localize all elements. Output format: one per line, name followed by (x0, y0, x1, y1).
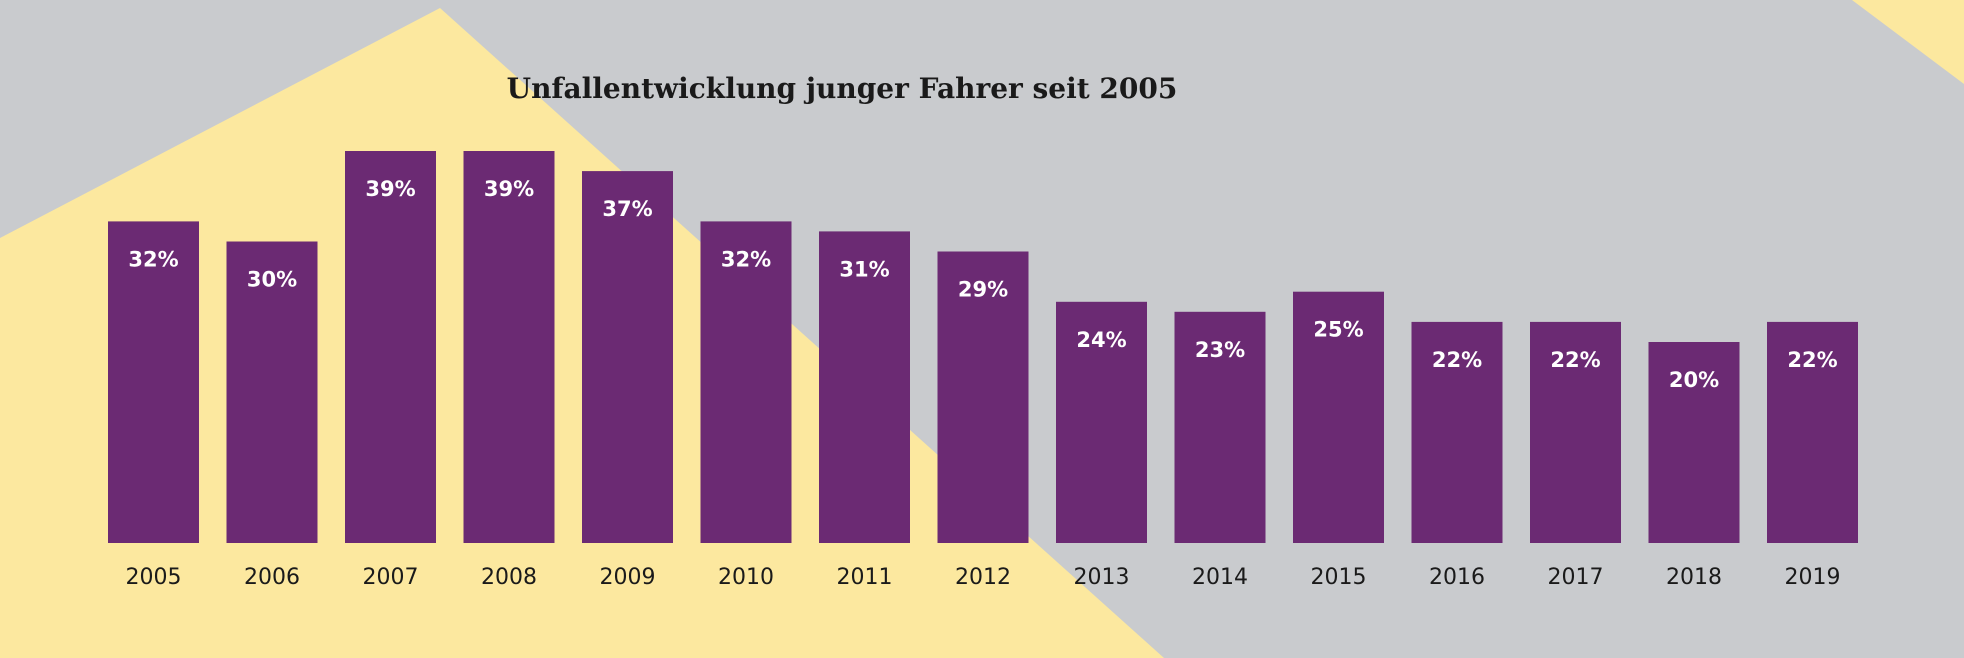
bar-2018 (1648, 342, 1740, 543)
x-tick-2016: 2016 (1429, 565, 1485, 590)
bar-2006 (226, 241, 318, 543)
data-label-2012: 29% (958, 278, 1008, 302)
bar-2009 (582, 171, 673, 543)
data-label-2013: 24% (1076, 328, 1126, 352)
x-tick-2009: 2009 (600, 565, 656, 590)
x-tick-2018: 2018 (1666, 565, 1722, 590)
bar-2019 (1767, 321, 1858, 543)
x-tick-2012: 2012 (955, 565, 1011, 590)
chart-title: Unfallentwicklung junger Fahrer seit 200… (507, 72, 1178, 105)
data-label-2008: 39% (484, 177, 534, 201)
bar-2014 (1174, 311, 1266, 543)
bar-2016 (1411, 321, 1503, 543)
bar-2013 (1056, 301, 1147, 543)
x-axis-tick-labels: 2005 2006 2007 2008 2009 2010 2011 2012 2013 2014… (126, 565, 1841, 590)
data-label-2010: 32% (721, 247, 771, 271)
bar-2015 (1293, 291, 1384, 543)
bar-2011 (819, 231, 910, 543)
bar-2008 (463, 151, 555, 543)
x-tick-2006: 2006 (244, 565, 300, 590)
bar-2007 (345, 151, 436, 543)
x-tick-2014: 2014 (1192, 565, 1248, 590)
data-label-2005: 32% (128, 247, 178, 271)
data-label-2015: 25% (1313, 318, 1363, 342)
bar-2017 (1530, 321, 1621, 543)
data-label-2011: 31% (839, 257, 889, 281)
bar-2005 (108, 221, 199, 543)
x-tick-2015: 2015 (1311, 565, 1367, 590)
x-tick-2017: 2017 (1548, 565, 1604, 590)
data-label-2016: 22% (1432, 348, 1482, 372)
bars-layer (108, 151, 1858, 543)
x-tick-2019: 2019 (1785, 565, 1841, 590)
data-label-2018: 20% (1669, 368, 1719, 392)
x-tick-2008: 2008 (481, 565, 537, 590)
data-label-2014: 23% (1195, 338, 1245, 362)
bar-2012 (937, 251, 1029, 543)
data-label-2006: 30% (247, 268, 297, 292)
data-label-2009: 37% (602, 197, 652, 221)
data-labels-layer: 32% 30% 39% 39% 37% 32% 31% 29% 24% 23% 25% 22% 22% 2… (128, 177, 1837, 392)
bar-2010 (700, 221, 792, 543)
x-tick-2010: 2010 (718, 565, 774, 590)
yellow-corner-shape (1852, 0, 1964, 84)
x-tick-2011: 2011 (837, 565, 893, 590)
x-tick-2007: 2007 (363, 565, 419, 590)
x-tick-2005: 2005 (126, 565, 182, 590)
x-tick-2013: 2013 (1074, 565, 1130, 590)
data-label-2017: 22% (1550, 348, 1600, 372)
data-label-2019: 22% (1787, 348, 1837, 372)
data-label-2007: 39% (365, 177, 415, 201)
